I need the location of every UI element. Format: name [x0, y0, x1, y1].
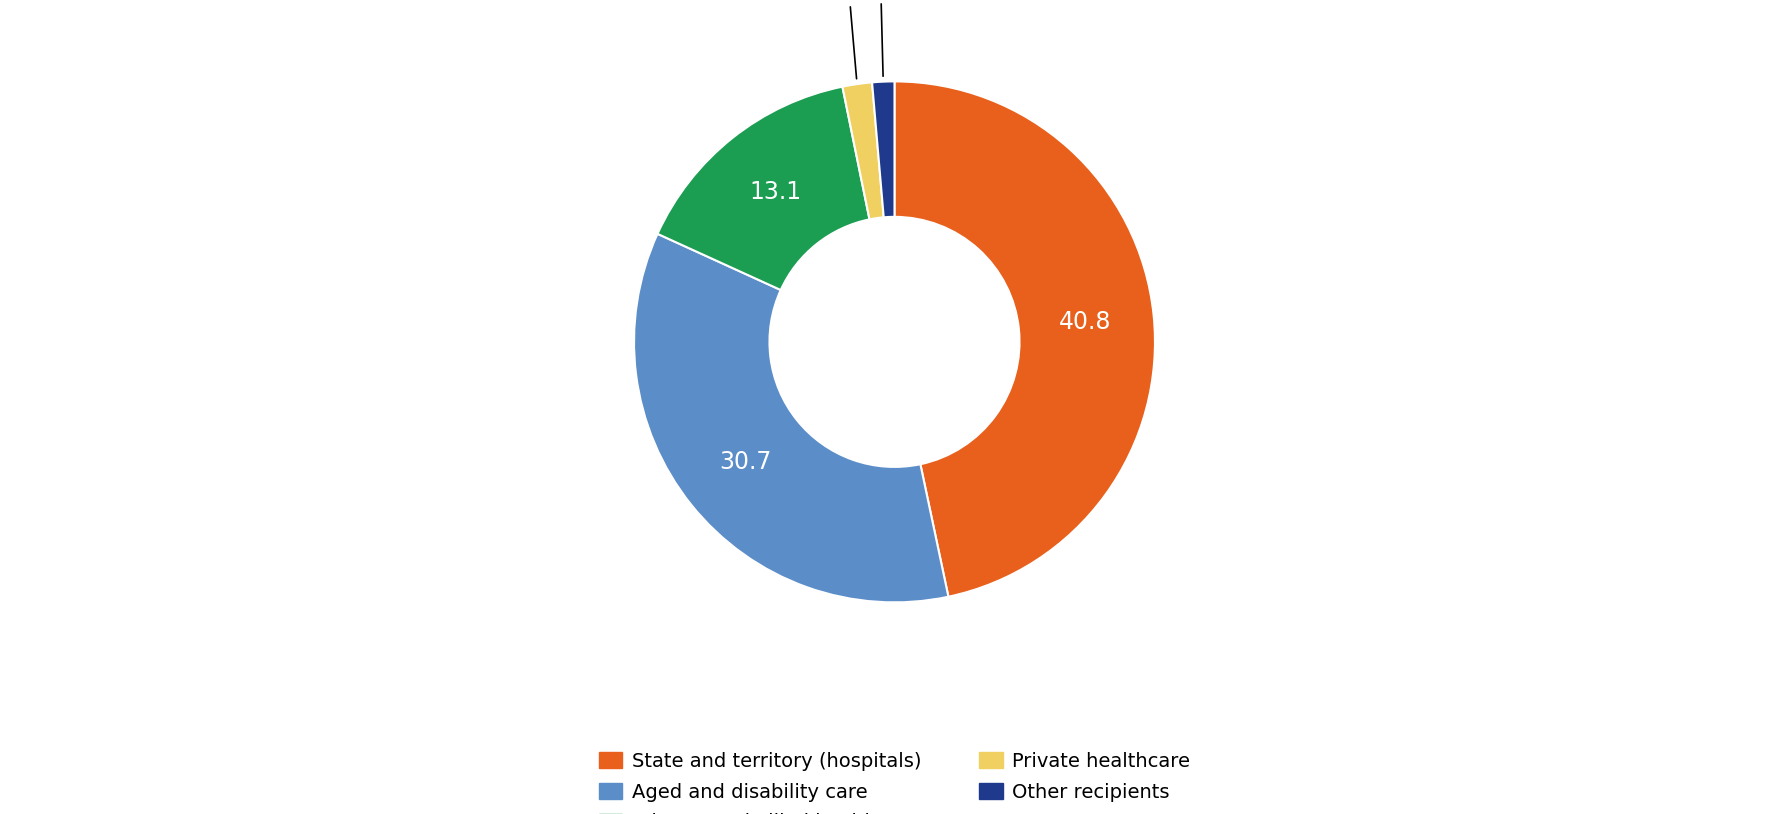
Wedge shape: [894, 81, 1156, 597]
Text: 13.1: 13.1: [750, 180, 801, 204]
Text: 40.8: 40.8: [1059, 310, 1111, 334]
Wedge shape: [633, 234, 948, 602]
Legend: State and territory (hospitals), Aged and disability care, Primary and allied he: State and territory (hospitals), Aged an…: [590, 744, 1199, 814]
Text: 1.6: 1.6: [832, 0, 866, 79]
Wedge shape: [658, 86, 869, 290]
Text: 30.7: 30.7: [719, 449, 771, 474]
Wedge shape: [871, 81, 894, 217]
Text: 1.2: 1.2: [864, 0, 898, 77]
Wedge shape: [843, 82, 884, 220]
